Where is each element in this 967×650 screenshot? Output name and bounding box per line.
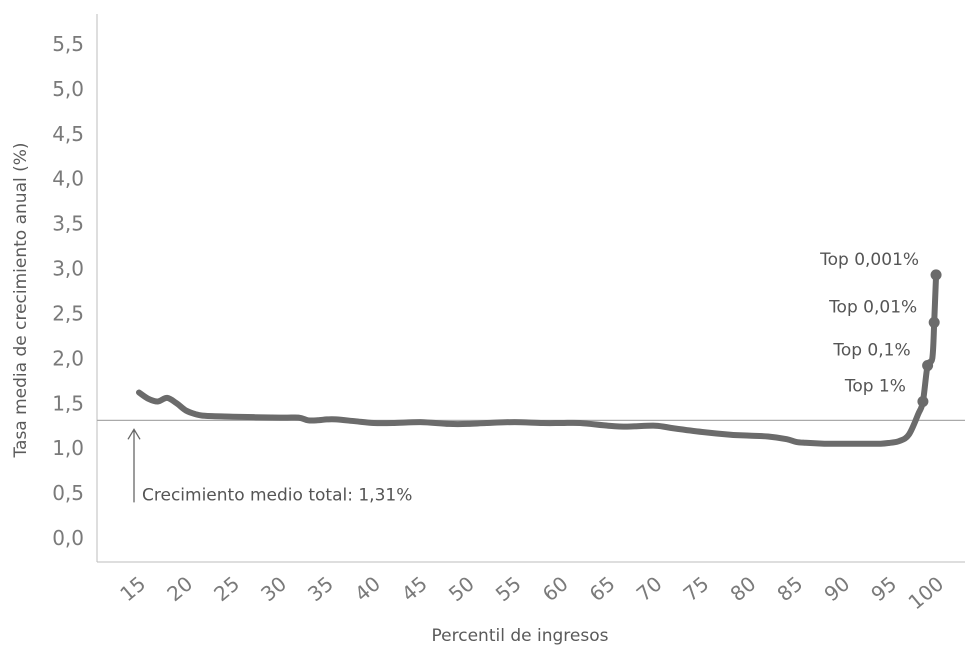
reference-arrow-icon [127, 428, 141, 503]
x-tick-label: 100 [904, 571, 949, 614]
x-tick-label: 50 [444, 571, 479, 606]
x-tick-labels: 15 20 25 30 35 40 45 50 55 60 65 70 75 80 85 90 95 100 [115, 571, 948, 614]
y-tick-label: 1,5 [52, 391, 84, 415]
top-point-marker [930, 269, 942, 281]
y-tick-labels: 0,0 0,5 1,0 1,5 2,0 2,5 3,0 3,5 4,0 4,5 5,0 5,5 [52, 32, 84, 550]
x-tick-label: 55 [491, 571, 526, 606]
x-tick-label: 70 [632, 571, 667, 606]
x-axis-title: Percentil de ingresos [432, 626, 609, 646]
top-point-marker [928, 316, 940, 328]
top-point-label: Top 0,1% [832, 341, 910, 361]
x-tick-label: 35 [303, 571, 338, 606]
top-point-marker [922, 360, 934, 372]
y-tick-label: 3,5 [52, 212, 84, 236]
reference-label: Crecimiento medio total: 1,31% [142, 485, 412, 505]
top-point-label: Top 0,01% [828, 297, 917, 317]
y-tick-label: 1,0 [52, 436, 84, 460]
top-point-label: Top 1% [844, 376, 906, 396]
y-tick-label: 2,0 [52, 346, 84, 370]
x-tick-label: 90 [819, 571, 854, 606]
y-axis-title: Tasa media de crecimiento anual (%) [11, 142, 31, 458]
x-tick-label: 30 [256, 571, 291, 606]
x-tick-label: 40 [350, 571, 385, 606]
y-tick-label: 0,0 [52, 526, 84, 550]
y-tick-label: 2,5 [52, 301, 84, 325]
top-point-label: Top 0,001% [819, 250, 919, 270]
top-points: Top 1% Top 0,1% Top 0,01% Top 0,001% [819, 250, 942, 407]
x-tick-label: 80 [726, 571, 761, 606]
x-tick-label: 65 [585, 571, 620, 606]
x-tick-label: 20 [162, 571, 197, 606]
y-tick-label: 4,5 [52, 122, 84, 146]
x-tick-label: 95 [866, 571, 901, 606]
x-tick-label: 85 [772, 571, 807, 606]
y-tick-label: 5,5 [52, 32, 84, 56]
x-tick-label: 15 [115, 571, 150, 606]
series-line [136, 271, 940, 447]
x-tick-label: 45 [397, 571, 432, 606]
top-point-marker [917, 395, 929, 407]
y-tick-label: 5,0 [52, 77, 84, 101]
y-tick-label: 3,0 [52, 257, 84, 281]
y-tick-label: 0,5 [52, 481, 84, 505]
y-tick-label: 4,0 [52, 167, 84, 191]
x-tick-label: 25 [209, 571, 244, 606]
x-tick-label: 75 [679, 571, 714, 606]
x-tick-label: 60 [538, 571, 573, 606]
